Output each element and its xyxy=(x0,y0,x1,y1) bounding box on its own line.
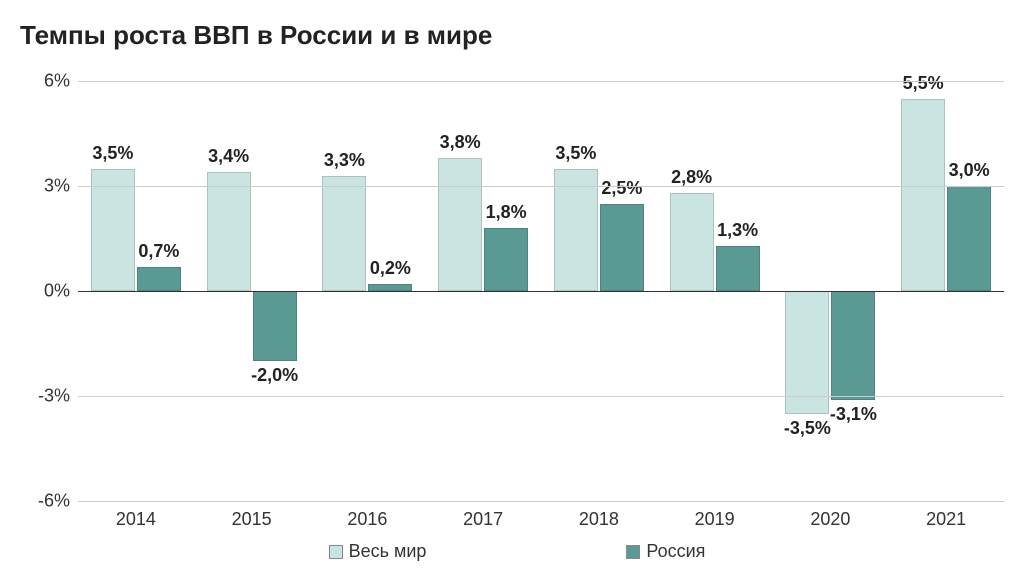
bar xyxy=(670,193,714,291)
y-tick-label: 3% xyxy=(44,176,70,197)
gridline xyxy=(78,81,1004,82)
bar xyxy=(438,158,482,291)
x-tick-label: 2014 xyxy=(78,509,194,530)
legend-swatch xyxy=(329,545,343,559)
x-tick-label: 2021 xyxy=(888,509,1004,530)
bar xyxy=(947,186,991,291)
x-tick-label: 2018 xyxy=(541,509,657,530)
y-tick-label: -6% xyxy=(38,491,70,512)
legend-item-russia: Россия xyxy=(626,541,705,562)
legend: Весь мир Россия xyxy=(20,541,1014,562)
gridline xyxy=(78,186,1004,187)
bar xyxy=(137,267,181,292)
y-tick-label: 0% xyxy=(44,281,70,302)
y-tick-label: 6% xyxy=(44,71,70,92)
chart-title: Темпы роста ВВП в России и в мире xyxy=(20,20,1014,51)
x-tick-label: 2020 xyxy=(773,509,889,530)
legend-label: Россия xyxy=(646,541,705,562)
bar xyxy=(831,291,875,400)
bar xyxy=(484,228,528,291)
x-tick-label: 2019 xyxy=(657,509,773,530)
legend-item-world: Весь мир xyxy=(329,541,427,562)
bar xyxy=(600,204,644,292)
legend-swatch xyxy=(626,545,640,559)
bar-value-label: 3,0% xyxy=(909,160,1024,181)
legend-label: Весь мир xyxy=(349,541,427,562)
bar xyxy=(716,246,760,292)
bar xyxy=(901,99,945,292)
plot-area: 3,5%0,7%20143,4%-2,0%20153,3%0,2%20163,8… xyxy=(78,81,1004,501)
x-tick-label: 2017 xyxy=(425,509,541,530)
gridline xyxy=(78,396,1004,397)
bar xyxy=(253,291,297,361)
y-tick-label: -3% xyxy=(38,386,70,407)
gridline xyxy=(78,501,1004,502)
chart-container: Темпы роста ВВП в России и в мире -6% -3%… xyxy=(0,0,1024,562)
bar xyxy=(207,172,251,291)
zero-line xyxy=(78,291,1004,292)
bar xyxy=(368,284,412,291)
x-tick-label: 2015 xyxy=(194,509,310,530)
plot: -6%-3%0%3%6% 3,5%0,7%20143,4%-2,0%20153,… xyxy=(24,81,1004,501)
x-tick-label: 2016 xyxy=(310,509,426,530)
